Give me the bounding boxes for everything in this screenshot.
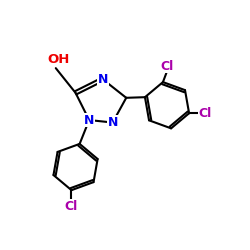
Text: OH: OH <box>47 53 70 66</box>
Text: Cl: Cl <box>160 60 173 72</box>
Text: N: N <box>108 116 118 129</box>
Text: N: N <box>98 73 108 86</box>
Text: Cl: Cl <box>198 107 212 120</box>
Text: Cl: Cl <box>65 200 78 213</box>
Text: N: N <box>84 114 94 126</box>
